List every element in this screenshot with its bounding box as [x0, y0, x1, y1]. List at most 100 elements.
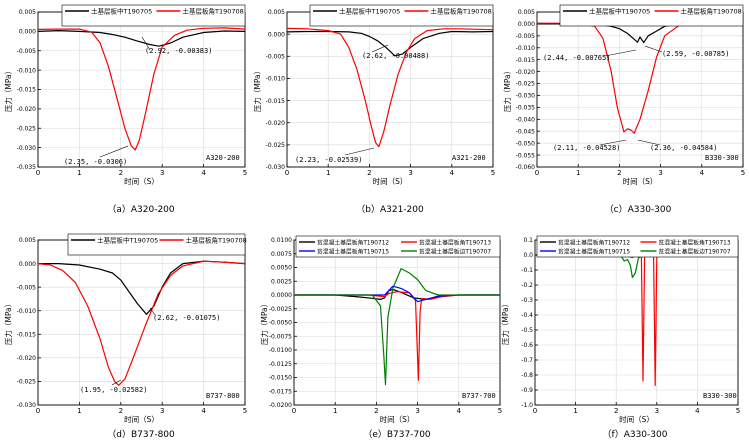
y-tick-label: -0.040	[516, 117, 536, 124]
legend-label: 贫混凝土基层板角T190715	[317, 248, 389, 256]
x-tick-label: 4	[201, 169, 206, 177]
y-tick-label: -0.9	[521, 387, 533, 394]
data-label: (2.36, -0.04584)	[650, 144, 717, 152]
y-tick-label: -0.060	[516, 164, 536, 171]
aircraft-tag: B330-300	[703, 392, 737, 400]
series-line	[38, 260, 246, 315]
y-tick-label: 0.005	[518, 9, 535, 16]
x-tick-label: 4	[201, 407, 206, 415]
chart-panel-e: 0 1 2 3 4 5 0.0100 0.0075 0.0050 0.0025 0.0000 -0.0…	[259, 235, 502, 440]
annotation-leader	[644, 45, 663, 53]
x-axis-label: 时间（S）	[619, 414, 654, 424]
y-tick-label: 0.000	[518, 21, 535, 28]
series-line	[37, 27, 246, 151]
legend-label: 贫混凝土基层板角T190712	[558, 239, 630, 247]
y-tick-label: 0.0000	[271, 292, 292, 299]
x-tick-label: 2	[119, 407, 123, 415]
legend-label: 贫混凝土基层板角T190713	[659, 239, 731, 247]
y-tick-label: -0.3	[521, 297, 533, 304]
x-tick-label: 1	[326, 169, 330, 177]
x-tick-label: 3	[408, 169, 412, 177]
y-tick-label: 0.000	[19, 29, 36, 36]
y-tick-label: -0.0175	[269, 388, 292, 395]
y-tick-label: 0.005	[268, 9, 285, 16]
y-axis-label: 压力（MPa）	[252, 67, 262, 112]
y-tick-label: 0.005	[19, 9, 36, 16]
y-axis-label: 压力（MPa）	[259, 300, 269, 345]
legend-box	[61, 4, 246, 27]
panel-caption: （f）A330-300	[603, 429, 668, 440]
annotation-leader	[141, 36, 151, 51]
legend-label: 贫混凝土基层板角T190712	[317, 239, 389, 247]
y-tick-label: -0.010	[17, 308, 37, 315]
y-tick-label: -0.020	[266, 120, 286, 127]
x-tick-label: 1	[576, 169, 580, 177]
y-tick-label: -0.0200	[269, 402, 292, 409]
legend-box	[67, 233, 246, 256]
annotation-leader	[344, 147, 375, 156]
y-tick-label: 0.0	[523, 252, 533, 259]
chart-panel-c: 0 1 2 3 4 5 0.005 0.000 -0.005 -0.010 -0.015 -0.020…	[502, 4, 745, 215]
x-tick-label: 5	[498, 407, 502, 415]
x-tick-label: 3	[160, 169, 164, 177]
x-tick-label: 2	[617, 169, 621, 177]
legend-label: 贫混凝土基层板边T190707	[419, 248, 491, 256]
x-tick-label: 4	[700, 169, 705, 177]
aircraft-tag: A320-200	[206, 154, 240, 162]
y-tick-label: -0.030	[17, 402, 37, 409]
x-tick-label: 1	[77, 407, 81, 415]
y-tick-label: 0.0075	[271, 251, 292, 258]
legend-label: 土基层板中T190705	[97, 236, 158, 245]
data-label: (2.35, -0.0306)	[64, 158, 127, 166]
data-label: (2.92, -0.00383)	[145, 47, 212, 55]
legend: 土基层板中T190705 土基层板角T190708	[61, 4, 246, 27]
legend-box	[536, 235, 739, 258]
y-axis-label: 压力（MPa）	[500, 300, 510, 345]
y-tick-label: -0.0150	[269, 375, 292, 382]
y-tick-label: -0.015	[266, 98, 286, 105]
y-tick-label: -1.0	[521, 402, 533, 409]
legend-label: 贫混凝土基层板角T190715	[558, 248, 630, 256]
legend-box	[559, 4, 744, 27]
aircraft-tag: B330-300	[705, 154, 739, 162]
y-tick-label: -0.8	[521, 372, 533, 379]
panel-caption: （c）A330-300	[605, 204, 672, 215]
y-tick-label: -0.010	[516, 45, 536, 52]
legend-label: 土基层板角T190708	[681, 7, 742, 16]
panel-caption: （d）B737-800	[107, 429, 175, 440]
x-tick-label: 2	[367, 169, 371, 177]
data-label: (2.62, -0.00488)	[362, 52, 429, 60]
data-label: (2.11, -0.04528)	[553, 144, 620, 152]
y-tick-label: 0.000	[19, 261, 36, 268]
annotation-leader	[149, 307, 156, 316]
y-tick-label: -0.0025	[269, 306, 292, 313]
series-line	[37, 260, 246, 386]
x-tick-label: 5	[243, 169, 247, 177]
y-tick-label: 0.1	[523, 237, 533, 244]
y-tick-label: -0.025	[17, 125, 37, 132]
data-label: (2.59, -0.00785)	[662, 50, 729, 58]
y-tick-label: -0.035	[516, 105, 536, 112]
x-tick-label: 0	[292, 407, 296, 415]
y-tick-label: -0.5	[521, 327, 533, 334]
chart-panel-d: 0 1 2 3 4 5 0.005 0.000 -0.005 -0.010 -0.015 -0.020…	[3, 233, 247, 440]
y-tick-label: -0.045	[516, 128, 536, 135]
x-tick-label: 4	[450, 169, 455, 177]
x-tick-label: 2	[119, 169, 123, 177]
x-tick-label: 0	[285, 169, 289, 177]
y-axis-label: 压力（MPa）	[3, 300, 13, 345]
y-tick-label: -0.005	[17, 48, 37, 55]
y-tick-label: -0.0050	[269, 320, 292, 327]
y-tick-label: -0.0100	[269, 347, 292, 354]
x-tick-label: 1	[573, 407, 577, 415]
y-axis-label: 压力（MPa）	[3, 67, 13, 112]
plot-frame	[286, 11, 494, 168]
y-tick-label: -0.2	[521, 282, 533, 289]
annotation-leader	[599, 139, 627, 146]
y-tick-label: -0.035	[17, 164, 37, 171]
x-tick-label: 5	[736, 407, 740, 415]
series-line	[37, 30, 246, 47]
panel-caption: （e）B737-700	[363, 429, 431, 440]
annotation-leader	[637, 139, 661, 146]
data-label: (2.44, -0.00765)	[543, 54, 610, 62]
